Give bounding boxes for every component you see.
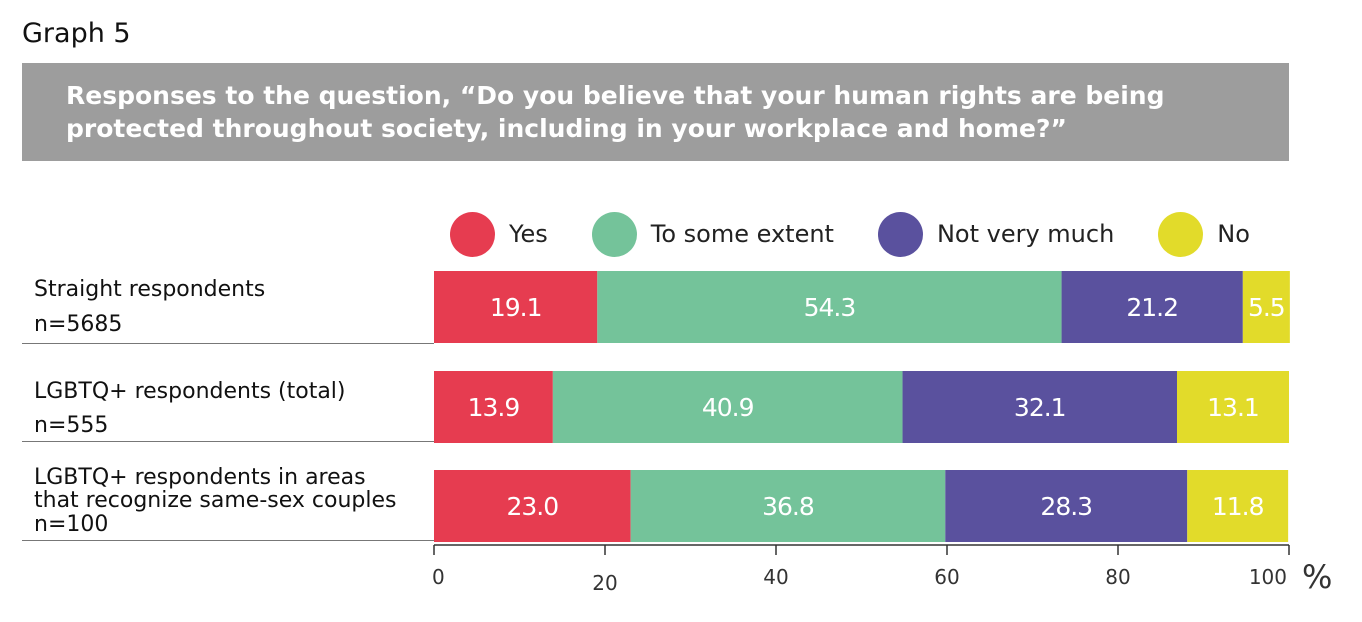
data-label-yes-row-1: 19.1 xyxy=(490,293,542,322)
bar-no-row-3 xyxy=(1187,470,1289,542)
data-label-to-some-extent-row-2: 40.9 xyxy=(702,393,754,422)
row-separator xyxy=(22,441,434,442)
data-label-to-some-extent-row-3: 36.8 xyxy=(762,492,814,521)
bar-to-some-extent-row-2 xyxy=(552,371,903,443)
row-n-straight: n=5685 xyxy=(34,312,123,337)
chart-title: Responses to the question, “Do you belie… xyxy=(66,81,1165,143)
x-tick-label-40: 40 xyxy=(763,565,788,589)
x-tick-label-60: 60 xyxy=(934,565,959,589)
title-band: Responses to the question, “Do you belie… xyxy=(22,63,1289,161)
x-tick-label-100: 100 xyxy=(1249,565,1287,589)
data-label-not-very-much-row-2: 32.1 xyxy=(1014,393,1066,422)
data-label-not-very-much-row-1: 21.2 xyxy=(1126,293,1178,322)
row-label-lgbtq-areas-line2: that recognize same-sex couples xyxy=(34,488,397,513)
bar-not-very-much-row-1 xyxy=(1061,271,1243,343)
data-label-no-row-2: 13.1 xyxy=(1207,393,1259,422)
legend-label-no: No xyxy=(1217,220,1250,248)
data-label-no-row-1: 5.5 xyxy=(1248,293,1285,322)
legend-item-not-very-much: Not very much xyxy=(877,211,1115,257)
bar-yes-row-3 xyxy=(434,470,631,542)
legend-item-to-some-extent: To some extent xyxy=(591,211,834,257)
x-tick-label-0: 0 xyxy=(432,565,445,589)
bar-to-some-extent-row-3 xyxy=(630,470,946,542)
row-n-lgbtq-areas: n=100 xyxy=(34,512,109,537)
data-label-yes-row-3: 23.0 xyxy=(506,492,558,521)
bar-not-very-much-row-2 xyxy=(902,371,1177,443)
bar-no-row-1 xyxy=(1242,271,1290,343)
data-label-no-row-3: 11.8 xyxy=(1212,492,1264,521)
x-tick-label-80: 80 xyxy=(1105,565,1130,589)
legend-item-no: No xyxy=(1158,211,1250,257)
row-separator xyxy=(22,540,434,541)
legend: Yes To some extent Not very much No xyxy=(450,211,1294,257)
legend-swatch-not-very-much xyxy=(877,211,923,257)
bar-yes-row-2 xyxy=(434,371,553,443)
row-label-straight: Straight respondents xyxy=(34,277,266,302)
bar-yes-row-1 xyxy=(434,271,598,343)
bar-to-some-extent-row-1 xyxy=(597,271,1062,343)
legend-label-not-very-much: Not very much xyxy=(936,220,1115,248)
row-n-lgbtq-total: n=555 xyxy=(34,413,109,438)
data-label-yes-row-2: 13.9 xyxy=(468,393,520,422)
legend-label-yes: Yes xyxy=(509,220,548,248)
legend-swatch-no xyxy=(1158,211,1204,257)
x-tick-label-20: 20 xyxy=(592,571,617,595)
row-label-lgbtq-areas-line1: LGBTQ+ respondents in areas xyxy=(34,465,366,490)
bar-no-row-2 xyxy=(1176,371,1289,443)
legend-swatch-to-some-extent xyxy=(591,211,637,257)
legend-label-to-some-extent: To some extent xyxy=(650,220,834,248)
row-label-lgbtq-total: LGBTQ+ respondents (total) xyxy=(34,379,346,404)
axis-unit-label: % xyxy=(1302,558,1333,596)
row-separator xyxy=(22,343,434,344)
legend-swatch-yes xyxy=(450,211,495,257)
legend-item-yes: Yes xyxy=(450,211,548,257)
bar-not-very-much-row-3 xyxy=(945,470,1188,542)
data-label-not-very-much-row-3: 28.3 xyxy=(1040,492,1092,521)
graph-label: Graph 5 xyxy=(22,18,131,49)
data-label-to-some-extent-row-1: 54.3 xyxy=(804,293,856,322)
